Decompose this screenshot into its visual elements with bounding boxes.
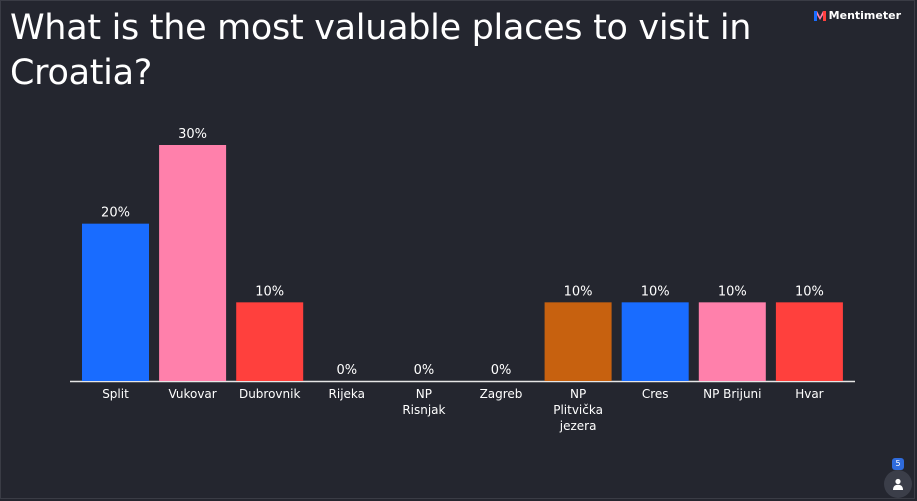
- category-label: Hvar: [795, 387, 823, 401]
- bar-value-label: 20%: [101, 206, 130, 221]
- category-label-line: jezera: [559, 419, 597, 433]
- bar-0: [82, 223, 149, 381]
- bar-value-label: 0%: [336, 363, 357, 378]
- category-label: Zagreb: [480, 387, 523, 401]
- bar-value-label: 10%: [255, 284, 284, 299]
- category-label-line: Cres: [642, 387, 669, 401]
- category-label-line: Hvar: [795, 387, 823, 401]
- bar-9: [775, 302, 843, 381]
- category-label-line: NP: [416, 387, 432, 401]
- category-label-line: Plitvička: [553, 403, 603, 417]
- bar-value-label: 0%: [414, 363, 435, 378]
- brand-name: Mentimeter: [828, 9, 901, 22]
- bar-value-label: 10%: [795, 284, 824, 299]
- bar-6: [544, 302, 612, 381]
- category-label-line: Risnjak: [402, 403, 445, 417]
- category-label-line: NP Brijuni: [703, 387, 761, 401]
- bar-7: [621, 302, 689, 381]
- participants-button[interactable]: [884, 470, 912, 498]
- bar-value-label: 10%: [564, 284, 593, 299]
- category-label: NP Plitvička jezera: [553, 387, 603, 433]
- category-label-line: Zagreb: [480, 387, 523, 401]
- category-label-line: Dubrovnik: [239, 387, 301, 401]
- category-label-line: Vukovar: [168, 387, 216, 401]
- category-label: Vukovar: [168, 387, 216, 401]
- category-label-line: Split: [102, 387, 129, 401]
- category-label: Split: [102, 387, 129, 401]
- category-label-line: NP: [570, 387, 586, 401]
- bar-2: [236, 302, 304, 381]
- bar-value-label: 30%: [178, 127, 207, 142]
- slide-title: What is the most valuable places to visi…: [10, 8, 752, 93]
- bar-value-label: 0%: [491, 363, 512, 378]
- category-label: Dubrovnik: [239, 387, 301, 401]
- category-label: Rijeka: [329, 387, 365, 401]
- bar-1: [159, 145, 227, 381]
- bar-value-label: 10%: [718, 284, 747, 299]
- mentimeter-brand: Mentimeter: [813, 9, 901, 22]
- category-label: Cres: [642, 387, 669, 401]
- participant-count-badge: 5: [892, 458, 904, 470]
- category-label-line: Rijeka: [329, 387, 365, 401]
- mentimeter-logo-icon: [813, 11, 826, 21]
- bar-8: [698, 302, 766, 381]
- bar-value-label: 10%: [641, 284, 670, 299]
- category-label: NP Risnjak: [402, 387, 445, 417]
- user-icon: [893, 478, 903, 490]
- category-label: NP Brijuni: [703, 387, 761, 401]
